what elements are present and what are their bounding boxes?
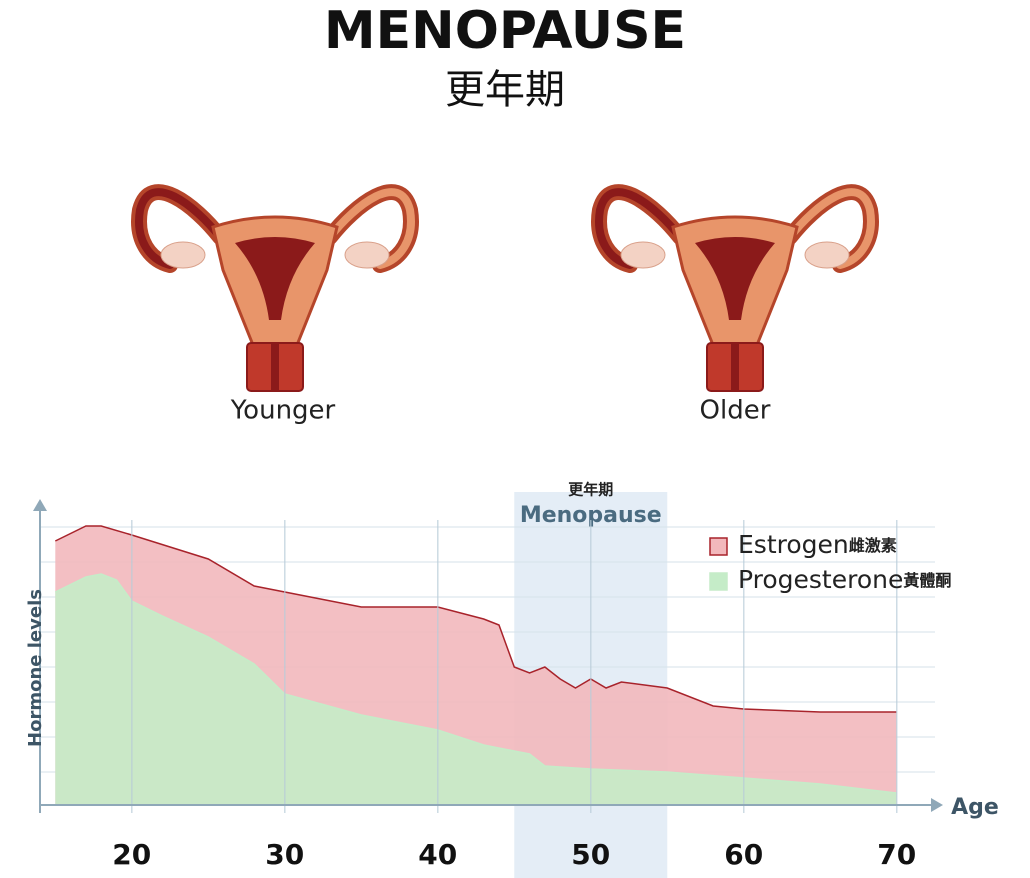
legend-name: Estrogen xyxy=(738,530,849,559)
title: MENOPAUSE xyxy=(324,1,686,61)
x-tick-label: 30 xyxy=(265,838,304,871)
x-tick-label: 20 xyxy=(112,838,151,871)
legend-label: Estrogen雌激素 xyxy=(738,530,897,559)
area-line xyxy=(54,525,897,713)
legend-name: Progesterone xyxy=(738,565,903,594)
area-line xyxy=(54,573,897,794)
illustration-label: Younger xyxy=(230,396,336,426)
legend-name-zh: 雌激素 xyxy=(849,536,897,555)
subtitle: 更年期 xyxy=(445,67,565,113)
x-axis-label: Age xyxy=(951,795,999,820)
band-label-zh: 更年期 xyxy=(568,481,613,499)
uterus-illustration xyxy=(139,192,411,391)
x-axis-arrow xyxy=(931,798,943,812)
x-tick-label: 50 xyxy=(571,838,610,871)
y-axis-arrow xyxy=(33,499,47,511)
uterus-illustration xyxy=(599,192,871,391)
illustration-label: Older xyxy=(700,396,771,426)
legend-label: Progesterone黃體酮 xyxy=(738,565,951,594)
x-tick-label: 70 xyxy=(877,838,916,871)
legend-name-zh: 黃體酮 xyxy=(902,571,951,590)
y-axis-label: Hormone levels xyxy=(25,589,46,747)
x-tick-label: 40 xyxy=(418,838,457,871)
legend-swatch xyxy=(709,537,728,556)
legend-swatch xyxy=(709,572,728,591)
area xyxy=(55,574,897,805)
x-tick-label: 60 xyxy=(724,838,763,871)
